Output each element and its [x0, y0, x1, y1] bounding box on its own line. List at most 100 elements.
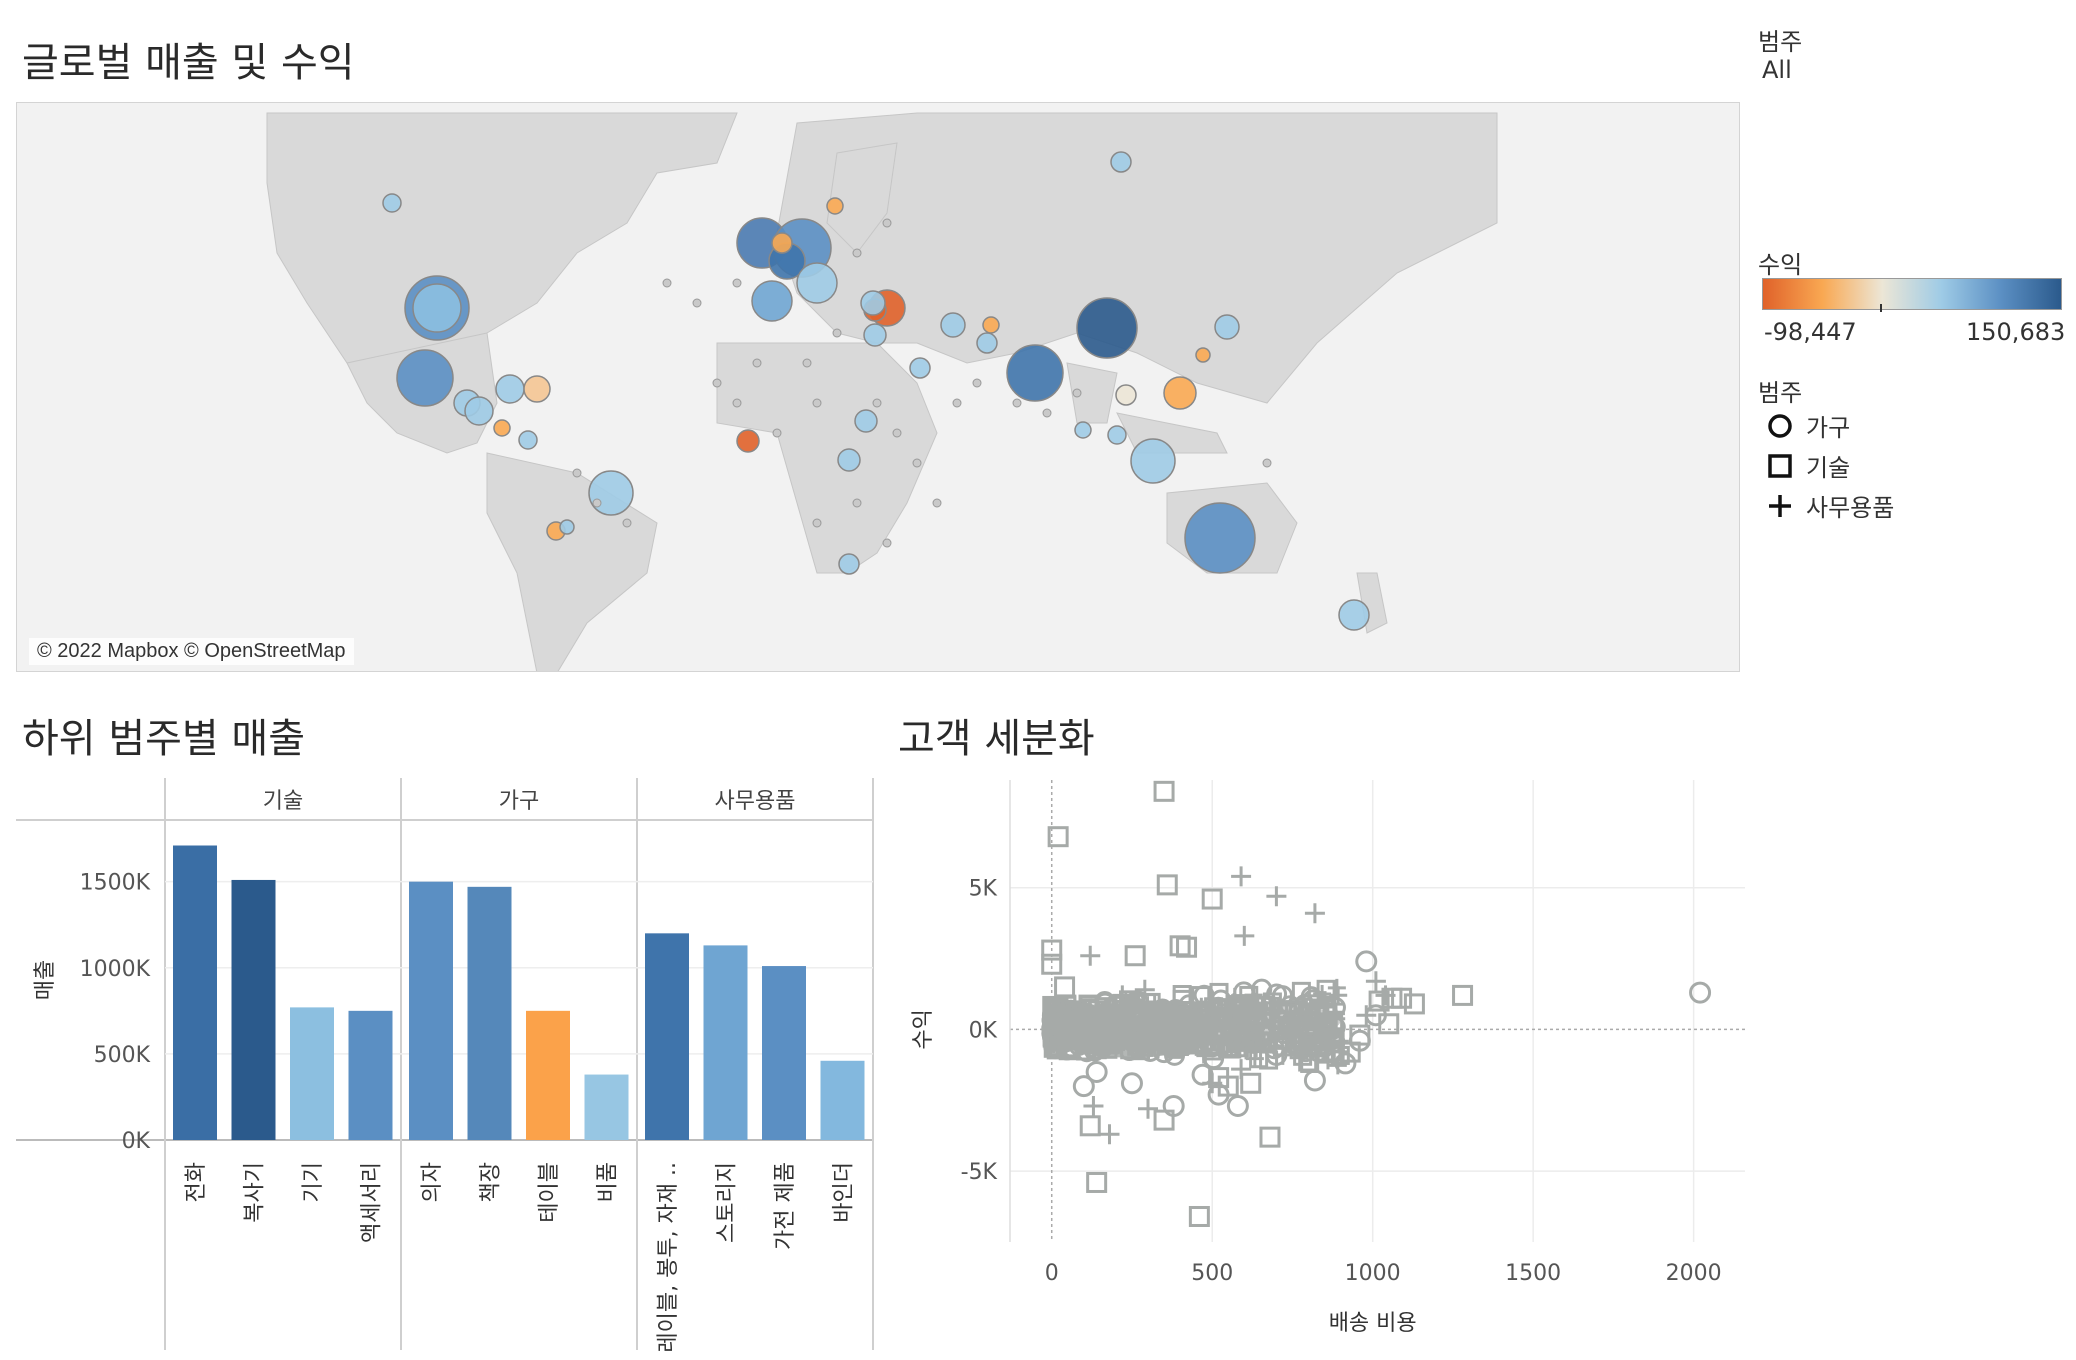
map-bubble — [495, 374, 525, 404]
category-filter-value[interactable]: All — [1762, 56, 1792, 84]
map-bubble — [1338, 599, 1370, 631]
world-map[interactable]: © 2022 Mapbox © OpenStreetMap — [16, 102, 1740, 672]
map-dot — [662, 278, 672, 288]
scatter-point-square — [1041, 953, 1063, 975]
profit-color-ramp — [1762, 278, 2062, 310]
map-bubble — [837, 448, 861, 472]
scatter-chart[interactable]: 0 500 1000 1500 2000 -5K 0K 5K 배송 비용 수익 — [900, 770, 1750, 1350]
scatter-point-circle — [1303, 1069, 1326, 1092]
map-bubble — [523, 375, 551, 403]
map-bubble — [1107, 425, 1127, 445]
map-dot — [832, 328, 842, 338]
map-bubble — [382, 193, 402, 213]
scatter-point-circle — [1059, 1035, 1082, 1058]
map-dot — [1072, 388, 1082, 398]
legend-item-office-supplies[interactable]: 사무용품 — [1766, 488, 1894, 523]
bar — [820, 1060, 865, 1140]
scatter-point-square — [1188, 1205, 1210, 1227]
map-bubble — [493, 419, 511, 437]
scatter-point-square — [1041, 939, 1063, 961]
map-dot — [572, 468, 582, 478]
legend-item-technology[interactable]: 기술 — [1766, 448, 1850, 483]
bar — [409, 881, 453, 1140]
map-bubble — [559, 519, 575, 535]
bar — [467, 886, 512, 1140]
scatter-point-circle — [1153, 1041, 1176, 1064]
bar-y-tick-label: 0K — [122, 1129, 151, 1154]
scatter-point-plus — [1215, 1013, 1236, 1034]
map-bubble — [1115, 384, 1137, 406]
scatter-point-plus — [1231, 1059, 1252, 1080]
scatter-point-plus — [1234, 925, 1255, 946]
map-dot — [882, 218, 892, 228]
scatter-point-plus — [1356, 1005, 1377, 1026]
scatter-point-plus — [1304, 903, 1325, 924]
scatter-point-square — [1092, 1007, 1114, 1029]
legend-item-label: 기술 — [1806, 454, 1851, 482]
scatter-point-plus — [1272, 1044, 1293, 1065]
scatter-title: 고객 세분화 — [898, 716, 1095, 762]
map-bubble — [976, 332, 998, 354]
scatter-y-tick-label: 0K — [969, 1018, 998, 1043]
bar-category-label: 전화 — [184, 1162, 209, 1202]
bar-y-tick-label: 500K — [94, 1043, 151, 1068]
scatter-point — [1291, 981, 1311, 1001]
scatter-x-axis-label: 배송 비용 — [1329, 1311, 1417, 1336]
scatter-point-plus — [1317, 1027, 1338, 1048]
scatter-point-square — [1086, 1171, 1108, 1193]
map-dot — [932, 498, 942, 508]
legend-item-label: 가구 — [1806, 414, 1851, 442]
map-dot — [622, 518, 632, 528]
map-dot — [812, 398, 822, 408]
scatter-dense-core — [1148, 1001, 1341, 1041]
bar — [645, 933, 689, 1140]
bar-y-axis-label: 매출 — [33, 960, 58, 1000]
map-bubble — [518, 430, 538, 450]
scatter-point-circle — [1226, 1094, 1249, 1117]
map-bubble — [1074, 421, 1092, 439]
map-dot — [692, 298, 702, 308]
bar-category-label: 스토리지 — [715, 1162, 740, 1243]
bar-y-tick-label: 1000K — [80, 957, 151, 982]
bar-category-label: 레이블, 봉투, 자재 .. — [656, 1162, 681, 1353]
map-bubble — [771, 232, 793, 254]
scatter-point-square — [1079, 1115, 1101, 1137]
scatter-point-circle — [1085, 1060, 1108, 1083]
map-bubble — [909, 357, 931, 379]
scatter-point-square — [1217, 1035, 1239, 1057]
legend-item-label: 사무용품 — [1806, 494, 1895, 522]
map-bubble — [1163, 376, 1197, 410]
map-bubble — [464, 396, 494, 426]
bar-category-label: 바인더 — [832, 1162, 857, 1223]
map-dot — [1262, 458, 1272, 468]
scatter-point-plus — [1080, 945, 1101, 966]
scatter-point-circle — [1072, 1075, 1095, 1098]
bar — [703, 945, 748, 1140]
bar-category-label: 가전 제품 — [773, 1162, 798, 1250]
scatter-point-plus — [1112, 985, 1133, 1006]
map-bubble — [1130, 438, 1176, 484]
scatter-point-plus — [1138, 1098, 1159, 1119]
scatter-y-tick-label: -5K — [961, 1160, 998, 1185]
scatter-point — [1044, 997, 1066, 1019]
bar-category-label: 비품 — [596, 1162, 621, 1202]
scatter-y-axis-label: 수익 — [911, 1009, 936, 1049]
bar — [584, 1074, 629, 1140]
map-bubble — [588, 470, 634, 516]
profit-legend-max: 150,683 — [1966, 318, 2066, 346]
map-dot — [732, 398, 742, 408]
scatter-point — [1313, 985, 1332, 1004]
legend-item-furniture[interactable]: 가구 — [1766, 408, 1850, 443]
bar-category-label: 복사기 — [243, 1162, 268, 1223]
map-bubble — [1110, 151, 1132, 173]
profit-legend-min: -98,447 — [1764, 318, 1857, 346]
scatter-point-circle — [1117, 1012, 1140, 1035]
map-bubble — [1006, 344, 1064, 402]
scatter-point-circle — [1355, 950, 1378, 973]
scatter-point-square — [1368, 990, 1390, 1012]
bar-category-label: 액세서리 — [360, 1162, 385, 1243]
map-bubble — [863, 323, 887, 347]
bar-category-label: 기기 — [301, 1162, 326, 1202]
map-attribution: © 2022 Mapbox © OpenStreetMap — [29, 638, 354, 665]
